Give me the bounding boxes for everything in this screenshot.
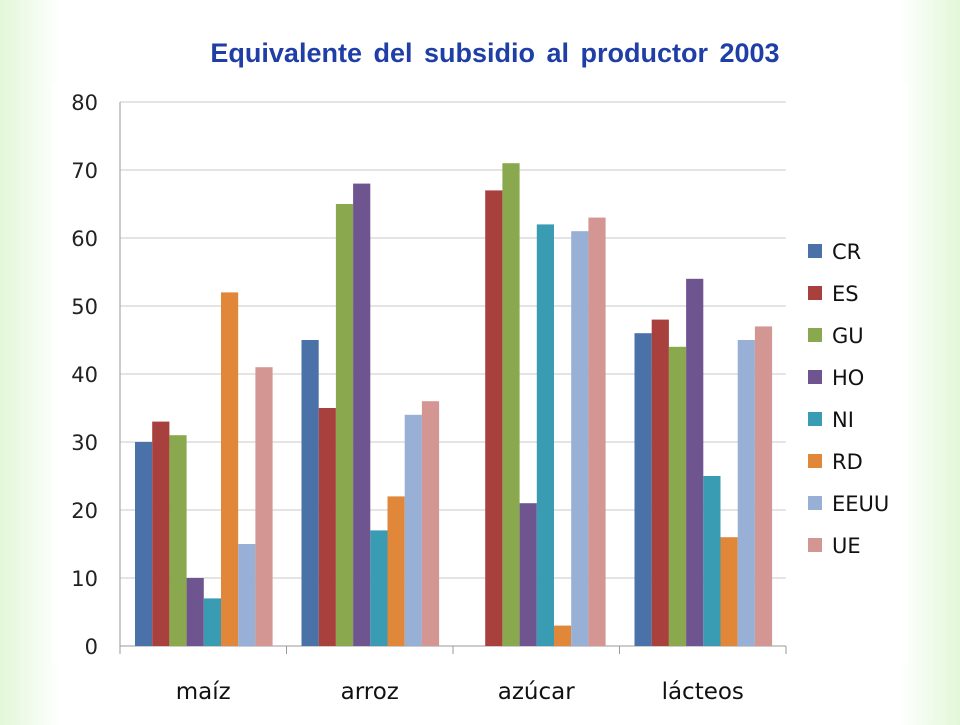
bar-es-2 — [485, 190, 503, 646]
chart-title: Equivalente del subsidio al productor 20… — [210, 38, 780, 68]
y-tick-label: 70 — [71, 159, 98, 183]
bars — [135, 163, 773, 646]
legend-label: ES — [832, 282, 859, 306]
y-tick-label: 60 — [71, 227, 98, 251]
bar-eeuu-2 — [571, 231, 589, 646]
bar-rd-1 — [387, 496, 405, 646]
x-axis: maíz arroz azúcar lácteos — [119, 645, 787, 705]
legend-label: CR — [832, 240, 861, 264]
bar-es-3 — [651, 319, 669, 646]
bar-gu-1 — [335, 204, 354, 646]
x-tick-label: lácteos — [662, 679, 744, 705]
bar-cr-0 — [135, 442, 153, 646]
x-tick-label: azúcar — [498, 679, 575, 705]
x-tick-label: arroz — [341, 679, 399, 705]
legend-swatch — [808, 244, 822, 258]
bar-cr-1 — [301, 340, 319, 646]
y-tick-label: 20 — [71, 499, 98, 523]
bar-ho-1 — [353, 183, 371, 646]
legend: CR ES GU HO NI RD EEUU UE — [808, 240, 889, 558]
bar-eeuu-0 — [238, 544, 256, 646]
legend-swatch — [808, 328, 822, 342]
legend-swatch — [808, 370, 822, 384]
legend-swatch — [808, 412, 822, 426]
bar-ni-2 — [536, 224, 554, 646]
bar-rd-2 — [554, 625, 572, 646]
bar-gu-3 — [668, 346, 687, 646]
bar-ue-1 — [421, 401, 440, 646]
y-axis: 0 10 20 30 40 50 60 70 80 — [71, 91, 121, 659]
legend-swatch — [808, 538, 822, 552]
legend-swatch — [808, 454, 822, 468]
y-tick-label: 40 — [71, 363, 98, 387]
bar-es-0 — [152, 421, 170, 646]
bar-eeuu-3 — [737, 340, 755, 646]
y-tick-label: 30 — [71, 431, 98, 455]
bar-ni-0 — [203, 598, 221, 646]
x-tick-label: maíz — [176, 679, 231, 705]
y-tick-label: 80 — [71, 91, 98, 115]
bar-ue-0 — [255, 367, 273, 646]
y-tick-label: 50 — [71, 295, 98, 319]
bar-ho-0 — [186, 578, 204, 646]
bar-eeuu-1 — [404, 414, 422, 646]
bar-ho-2 — [519, 503, 537, 646]
y-tick-label: 0 — [85, 635, 98, 659]
bar-gu-0 — [169, 435, 187, 646]
bar-ni-3 — [703, 476, 721, 646]
bar-ni-1 — [370, 530, 388, 646]
legend-label: GU — [832, 324, 864, 348]
y-tick-label: 10 — [71, 567, 98, 591]
legend-swatch — [808, 496, 822, 510]
bar-ue-3 — [754, 326, 773, 646]
legend-label: NI — [832, 408, 854, 432]
legend-label: EEUU — [832, 492, 889, 516]
bar-gu-2 — [502, 163, 520, 646]
bar-rd-3 — [720, 537, 738, 646]
legend-label: UE — [832, 534, 861, 558]
legend-swatch — [808, 286, 822, 300]
legend-label: RD — [832, 450, 863, 474]
bar-rd-0 — [221, 292, 239, 646]
legend-label: HO — [832, 366, 864, 390]
bar-es-1 — [318, 408, 336, 646]
bar-ue-2 — [588, 217, 606, 646]
bar-ho-3 — [686, 278, 704, 646]
bar-cr-3 — [634, 333, 652, 646]
